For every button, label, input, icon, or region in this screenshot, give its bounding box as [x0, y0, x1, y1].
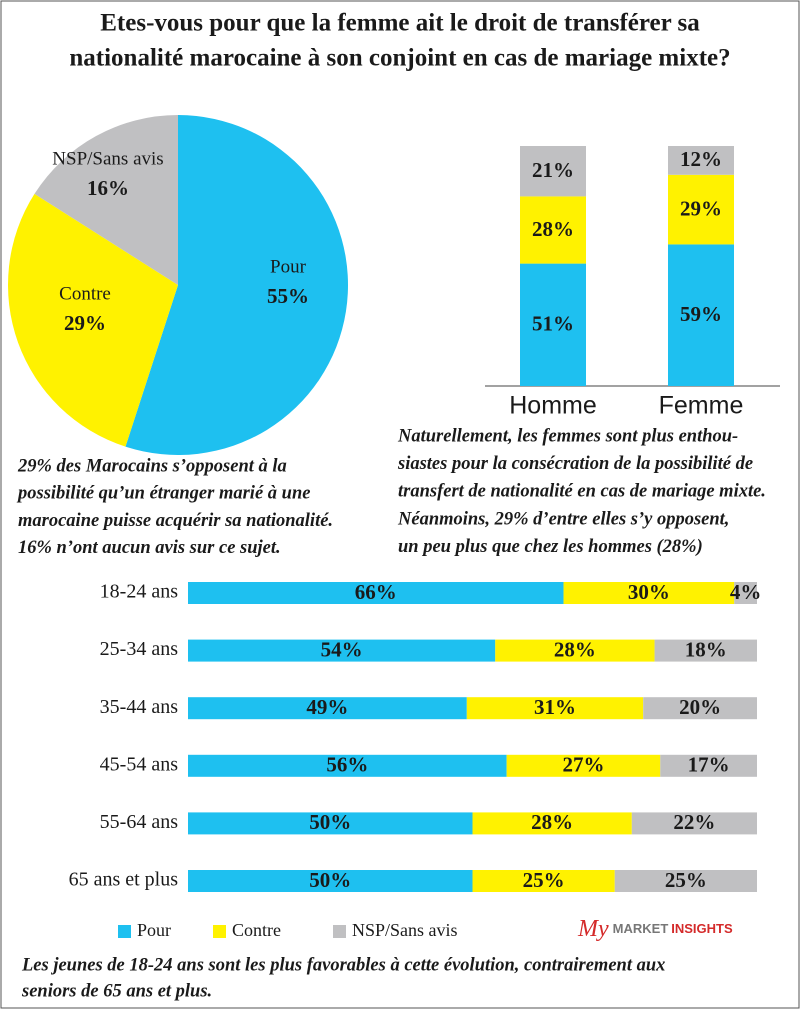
bar-value: 21% [532, 158, 574, 182]
bar-value: 20% [679, 695, 721, 719]
bar-value: 25% [523, 868, 565, 892]
bar-value: 28% [554, 637, 596, 661]
bar-value: 22% [673, 810, 715, 834]
bar-segment [495, 639, 655, 662]
pie-slice [7, 193, 178, 447]
bar-segment [631, 812, 757, 835]
bar-value: 28% [532, 217, 574, 241]
y-tick-label: 65 ans et plus [69, 869, 179, 891]
bar-value: 18% [685, 637, 727, 661]
bar-segment [472, 812, 632, 835]
bar-value: 50% [309, 868, 351, 892]
y-tick-label: 45-54 ans [100, 753, 179, 775]
bar-segment [734, 582, 757, 604]
y-tick-label: 18-24 ans [100, 581, 179, 603]
logo-my: My [577, 916, 609, 942]
bar-value: 27% [562, 753, 604, 777]
y-tick-label: 55-64 ans [100, 811, 179, 833]
bar-segment [188, 754, 507, 777]
y-tick-label: 35-44 ans [100, 696, 179, 718]
bar-value: 50% [309, 810, 351, 834]
slice-value: 55% [267, 284, 309, 308]
caption: Néanmoins, 29% d’entre elles s’y opposen… [397, 509, 729, 529]
caption: possibilité qu’un étranger marié à une [16, 484, 310, 504]
bar-segment [643, 697, 757, 720]
bar-segment [668, 244, 734, 386]
bar-value: 54% [321, 637, 363, 661]
y-tick-label: 25-34 ans [100, 638, 179, 660]
bar-value: 25% [665, 868, 707, 892]
bar-segment [188, 582, 564, 604]
bar-value: 56% [326, 753, 368, 777]
caption: 29% des Marocains s’opposent à la [17, 456, 287, 476]
pie-slice [34, 115, 179, 285]
pie-slice [125, 115, 349, 456]
caption: 16% n’ont aucun avis sur ce sujet. [18, 538, 281, 558]
bar-segment [188, 812, 473, 835]
bar-segment [188, 870, 473, 892]
caption: Naturellement, les femmes sont plus enth… [397, 426, 738, 446]
caption: Les jeunes de 18-24 ans sont les plus fa… [21, 955, 665, 975]
legend-swatch [118, 925, 131, 938]
bar-segment [466, 697, 644, 720]
bar-value: 4% [730, 580, 762, 604]
bar-value: 66% [355, 580, 397, 604]
bar-segment [654, 639, 757, 662]
bar-value: 29% [680, 196, 722, 220]
bar-value: 51% [532, 312, 574, 336]
bar-segment [563, 582, 735, 604]
caption: un peu plus que chez les hommes (28%) [398, 537, 703, 557]
caption: siastes pour la consécration de la possi… [397, 454, 753, 474]
legend-label: Pour [137, 920, 171, 940]
title: nationalité marocaine à son conjoint en … [69, 45, 730, 72]
logo-insights: INSIGHTS [671, 921, 733, 936]
caption: seniors de 65 ans et plus. [21, 981, 212, 1001]
bar-segment [668, 146, 734, 175]
bar-value: 31% [534, 695, 576, 719]
slice-value: 29% [64, 311, 106, 335]
caption: transfert de nationalité en cas de maria… [398, 482, 766, 502]
bar-value: 12% [680, 147, 722, 171]
x-tick-label: Femme [659, 392, 744, 420]
bar-segment [520, 263, 586, 386]
legend-label: NSP/Sans avis [352, 920, 458, 940]
logo-market: MARKET [613, 921, 669, 936]
bar-value: 30% [628, 580, 670, 604]
x-tick-label: Homme [509, 392, 597, 420]
legend-swatch [213, 925, 226, 938]
caption: marocaine puisse acquérir sa nationalité… [18, 511, 333, 531]
bar-segment [188, 639, 496, 662]
bar-segment [660, 754, 757, 777]
bar-value: 59% [680, 302, 722, 326]
bar-segment [188, 697, 467, 720]
legend-label: Contre [232, 920, 281, 940]
slice-label: Pour [270, 256, 307, 277]
slice-value: 16% [87, 176, 129, 200]
slice-label: Contre [59, 283, 111, 304]
bar-segment [472, 870, 615, 892]
bar-value: 28% [531, 810, 573, 834]
bar-segment [614, 870, 757, 892]
bar-segment [520, 196, 586, 264]
bar-value: 17% [688, 753, 730, 777]
legend-swatch [333, 925, 346, 938]
slice-label: NSP/Sans avis [52, 148, 163, 169]
bar-segment [520, 146, 586, 197]
bar-segment [506, 754, 661, 777]
logo: My MARKET INSIGHTS [577, 916, 733, 942]
title: Etes-vous pour que la femme ait le droit… [100, 10, 700, 37]
bar-segment [668, 174, 734, 245]
content: Etes-vous pour que la femme ait le droit… [7, 10, 780, 1001]
bar-value: 49% [306, 695, 348, 719]
